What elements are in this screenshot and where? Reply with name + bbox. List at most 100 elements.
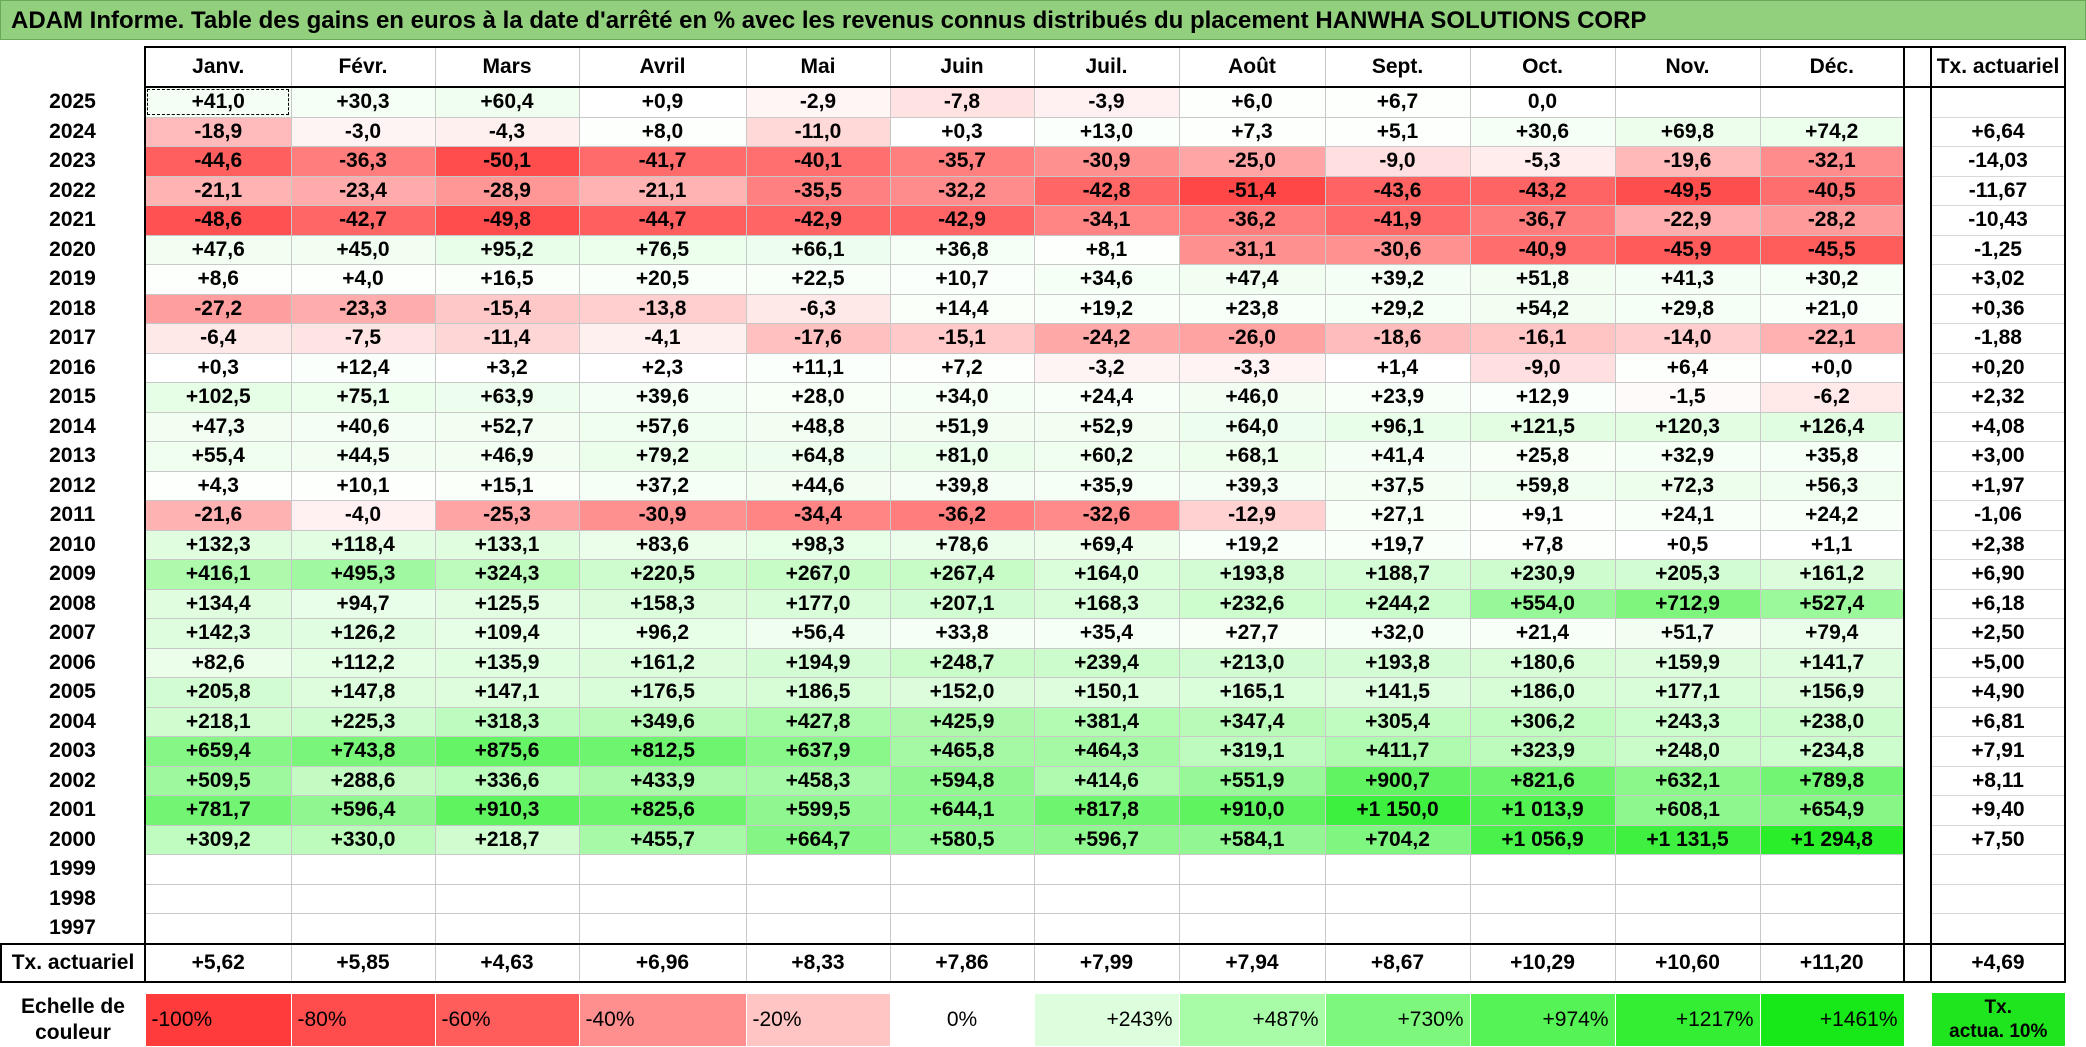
tx-actuariel-cell: +1,97 <box>1930 471 2066 501</box>
tx-actuariel-cell: -11,67 <box>1930 176 2066 206</box>
gain-cell: -3,0 <box>290 116 436 147</box>
year-label: 2008 <box>49 591 96 615</box>
gain-cell: +44,5 <box>290 441 436 472</box>
table-row: 2023 -44,6 -36,3 -50,1 -41,7 -40,1 -35,7 -30,9-… <box>1 146 2066 177</box>
gain-cell: -41,9 <box>1324 205 1471 236</box>
gain-cell: +74,2 <box>1759 116 1905 147</box>
gain-cell: +39,8 <box>889 470 1035 501</box>
column-gap <box>1904 825 1931 855</box>
gain-cell: +495,3 <box>290 559 436 590</box>
gain-cell: +152,0 <box>889 677 1035 708</box>
color-scale-swatch: -40% <box>578 992 747 1047</box>
gain-cell: +22,5 <box>745 264 891 295</box>
gain-cell: -44,6 <box>144 146 292 177</box>
gain-cell: +743,8 <box>290 736 436 767</box>
year-label: 2005 <box>49 680 96 704</box>
footer-tx-cell: +8,67 <box>1324 942 1471 983</box>
gain-cell: +584,1 <box>1178 824 1326 855</box>
year-label: 2023 <box>49 149 96 173</box>
gain-cell: +72,3 <box>1614 470 1761 501</box>
gain-cell: +37,5 <box>1324 470 1471 501</box>
gain-cell: -2,9 <box>745 86 891 118</box>
footer-tx-cell: +10,29 <box>1469 942 1616 983</box>
spacer-cell <box>1904 981 1931 993</box>
gain-cell: -27,2 <box>144 293 292 324</box>
gain-cell: +416,1 <box>144 559 292 590</box>
tx-actuariel-cell: +6,18 <box>1930 589 2066 619</box>
gain-cell: +288,6 <box>290 765 436 796</box>
gain-cell: -36,7 <box>1469 205 1616 236</box>
tx-actuariel-cell: +8,11 <box>1930 766 2066 796</box>
gain-cell: +13,0 <box>1033 116 1180 147</box>
gain-cell: +81,0 <box>889 441 1035 472</box>
year-label: 1997 <box>49 916 96 939</box>
gain-cell: +23,8 <box>1178 293 1326 324</box>
gain-cell: +9,1 <box>1469 500 1616 531</box>
gain-cell: +309,2 <box>144 824 292 855</box>
gain-cell: -3,9 <box>1033 86 1180 118</box>
column-gap <box>1904 500 1931 530</box>
year-label: 2022 <box>49 178 96 202</box>
gain-cell: +34,0 <box>889 382 1035 413</box>
year-label: 2018 <box>49 296 96 320</box>
gain-cell: +46,0 <box>1178 382 1326 413</box>
title-bar: ADAM Informe. Table des gains en euros à… <box>0 0 2086 40</box>
spacer-cell <box>890 981 1034 993</box>
table-row: 1998 <box>1 883 2066 914</box>
spacer-cell <box>1760 981 1904 993</box>
gain-cell: +465,8 <box>889 736 1035 767</box>
gain-cell: +78,6 <box>889 529 1035 560</box>
footer-tx-cell: +8,33 <box>745 942 891 983</box>
gain-cell: +7,3 <box>1178 116 1326 147</box>
table-row: 1999 <box>1 854 2066 885</box>
tx-actuariel-cell: +4,90 <box>1930 677 2066 708</box>
gain-cell: +411,7 <box>1324 736 1471 767</box>
gain-cell: +118,4 <box>290 529 436 560</box>
year-label: 2011 <box>49 503 96 527</box>
gain-cell: +39,2 <box>1324 264 1471 295</box>
gain-cell: +121,5 <box>1469 411 1616 442</box>
gain-cell: +161,2 <box>578 647 747 678</box>
spacer-cell <box>746 981 890 993</box>
gain-cell: +109,4 <box>434 618 580 649</box>
gain-cell: +48,8 <box>745 411 891 442</box>
gain-cell: +6,7 <box>1324 86 1471 118</box>
gain-cell: +239,4 <box>1033 647 1180 678</box>
color-scale-swatch: +730% <box>1324 992 1471 1047</box>
gain-cell <box>1614 86 1761 118</box>
year-label: 2000 <box>49 827 96 851</box>
gain-cell: -36,3 <box>290 146 436 177</box>
month-header: Oct. <box>1469 46 1616 88</box>
gain-cell <box>1178 883 1326 914</box>
gain-cell: +59,8 <box>1469 470 1616 501</box>
gain-cell: +164,0 <box>1033 559 1180 590</box>
gain-cell <box>1324 854 1471 885</box>
gain-cell: +1,1 <box>1759 529 1905 560</box>
gain-cell <box>889 913 1035 945</box>
spacer-cell <box>1931 981 2065 993</box>
gain-cell: -3,2 <box>1033 352 1180 383</box>
table-row: 2010 +132,3 +118,4 +133,1 +83,6 +98,3 +78,6 +69… <box>1 529 2066 560</box>
gain-cell: +632,1 <box>1614 765 1761 796</box>
gain-cell: +243,3 <box>1614 706 1761 737</box>
gain-cell <box>578 913 747 945</box>
gain-cell <box>290 883 436 914</box>
gain-cell: +177,1 <box>1614 677 1761 708</box>
gains-table: Janv. Févr. Mars Avril Mai Juin Juil. Août Sept.… <box>0 46 2066 1047</box>
gain-cell: +165,1 <box>1178 677 1326 708</box>
gain-cell: +19,2 <box>1178 529 1326 560</box>
gain-cell: +23,9 <box>1324 382 1471 413</box>
gain-cell <box>745 913 891 945</box>
column-gap <box>1904 205 1931 235</box>
gain-cell: +51,8 <box>1469 264 1616 295</box>
column-gap <box>1904 46 1931 88</box>
gain-cell: +63,9 <box>434 382 580 413</box>
gain-cell: +82,6 <box>144 647 292 678</box>
gain-cell: +6,4 <box>1614 352 1761 383</box>
gain-cell: -4,0 <box>290 500 436 531</box>
gain-cell: +305,4 <box>1324 706 1471 737</box>
tx-actuariel-cell: +4,08 <box>1930 412 2066 442</box>
table-row: 2024 -18,9 -3,0 -4,3 +8,0 -11,0 +0,3 +13,0 +7,3 +… <box>1 116 2066 147</box>
gain-cell <box>1178 854 1326 885</box>
spacer-cell <box>1179 981 1325 993</box>
